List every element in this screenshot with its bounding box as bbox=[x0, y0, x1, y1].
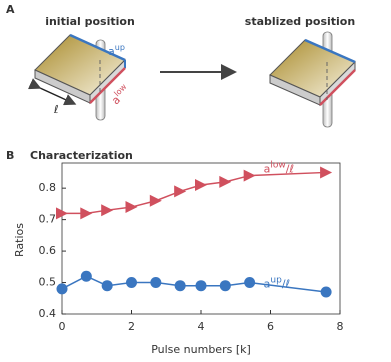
data-point bbox=[80, 207, 93, 220]
data-point bbox=[320, 286, 332, 298]
series-label: alow/ℓ bbox=[264, 160, 294, 176]
x-tick-label: 2 bbox=[128, 320, 135, 333]
data-point bbox=[80, 270, 92, 282]
initial-plate bbox=[27, 33, 126, 121]
data-point bbox=[195, 179, 207, 192]
panel-title: initial position bbox=[45, 15, 135, 28]
x-tick-label: 4 bbox=[198, 320, 205, 333]
data-point bbox=[101, 280, 113, 292]
data-point bbox=[56, 207, 68, 220]
data-point bbox=[195, 280, 207, 292]
y-tick-label: 0.5 bbox=[39, 276, 57, 289]
series-line bbox=[62, 171, 327, 215]
data-point bbox=[149, 194, 162, 207]
panel-letter: A bbox=[6, 3, 15, 16]
series-line bbox=[61, 275, 327, 293]
series-label-sup: low bbox=[270, 160, 285, 170]
x-tick-label: 6 bbox=[267, 320, 274, 333]
y-tick-label: 0.4 bbox=[39, 307, 57, 320]
y-axis-label: Ratios bbox=[13, 223, 26, 257]
series-label-sup: up bbox=[270, 275, 282, 285]
y-tick-label: 0.8 bbox=[39, 181, 57, 194]
series-label-rest: /ℓ bbox=[286, 163, 294, 176]
data-point bbox=[174, 185, 187, 198]
data-point bbox=[101, 204, 114, 217]
y-tick-label: 0.7 bbox=[39, 213, 57, 226]
stabilized-plate bbox=[269, 31, 356, 128]
data-point bbox=[244, 277, 256, 289]
data-point bbox=[320, 166, 333, 179]
series-label-base: a bbox=[264, 163, 271, 176]
data-point bbox=[56, 283, 68, 295]
data-point bbox=[150, 277, 162, 289]
x-tick-label: 0 bbox=[59, 320, 66, 333]
x-axis-label: Pulse numbers [k] bbox=[151, 343, 251, 356]
series-label-rest: /ℓ bbox=[282, 278, 290, 291]
edge-label: aup bbox=[108, 43, 125, 59]
data-point bbox=[125, 201, 138, 214]
edge-label: alow bbox=[107, 82, 133, 108]
chart-title: Characterization bbox=[30, 149, 133, 162]
data-point bbox=[174, 280, 186, 292]
data-point bbox=[126, 277, 137, 289]
series-label-base: a bbox=[264, 278, 271, 291]
x-tick-label: 8 bbox=[337, 320, 344, 333]
data-point bbox=[243, 169, 256, 182]
panel-letter: B bbox=[6, 149, 14, 162]
data-point bbox=[219, 175, 232, 188]
y-tick-label: 0.6 bbox=[39, 244, 57, 257]
panel-title: stablized position bbox=[245, 15, 355, 28]
length-label: ℓ bbox=[53, 103, 59, 116]
data-point bbox=[219, 280, 231, 292]
series-label: aup/ℓ bbox=[264, 275, 290, 291]
